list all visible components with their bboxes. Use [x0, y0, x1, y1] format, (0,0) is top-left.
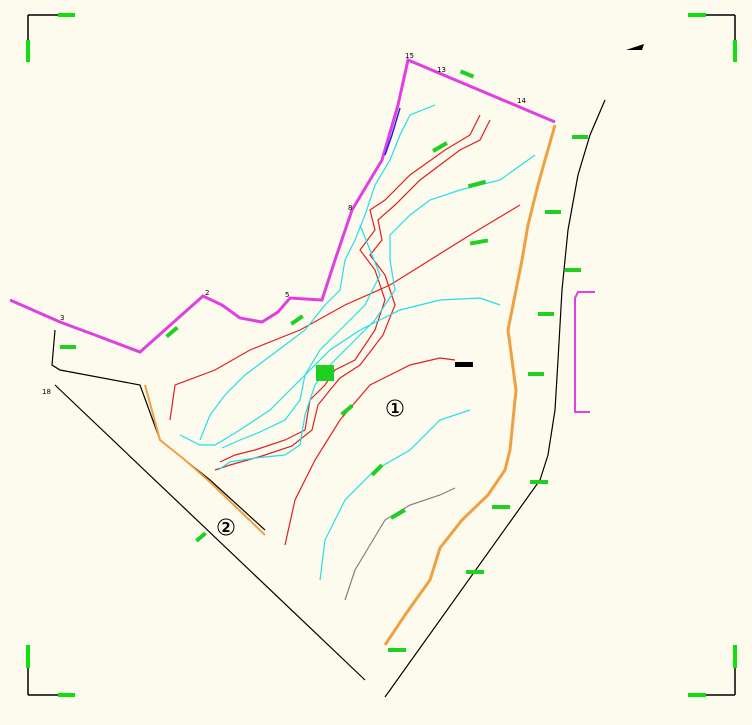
point-label: 13 [437, 66, 446, 74]
contour [199, 104, 436, 441]
point-label: 2 [205, 289, 209, 297]
boundary [51, 329, 266, 531]
point-label: 15 [405, 52, 414, 60]
contour [221, 224, 381, 449]
contour [214, 119, 491, 471]
corner-marks [26, 13, 737, 697]
annotations [60, 69, 588, 652]
contour [169, 204, 521, 421]
point-label: 8 [348, 204, 352, 212]
zone-label: 2 [221, 521, 230, 536]
point-label: 14 [517, 97, 526, 105]
road-boundary [9, 57, 556, 354]
contour [344, 487, 456, 601]
boundary [54, 384, 366, 681]
point-label: 18 [42, 388, 51, 396]
boundary [384, 99, 606, 698]
edge [144, 384, 266, 536]
bracket [574, 291, 595, 413]
contour [179, 297, 501, 446]
point-label: 5 [285, 291, 289, 299]
contour [284, 357, 456, 546]
contour [219, 114, 481, 463]
edge [383, 124, 557, 646]
zone-marker [217, 518, 235, 536]
contour [217, 154, 536, 471]
north-mark [626, 44, 644, 50]
point-label: 3 [60, 314, 64, 322]
blue-line [384, 107, 401, 156]
zone-label: 1 [390, 402, 399, 417]
zone-marker [386, 399, 404, 417]
